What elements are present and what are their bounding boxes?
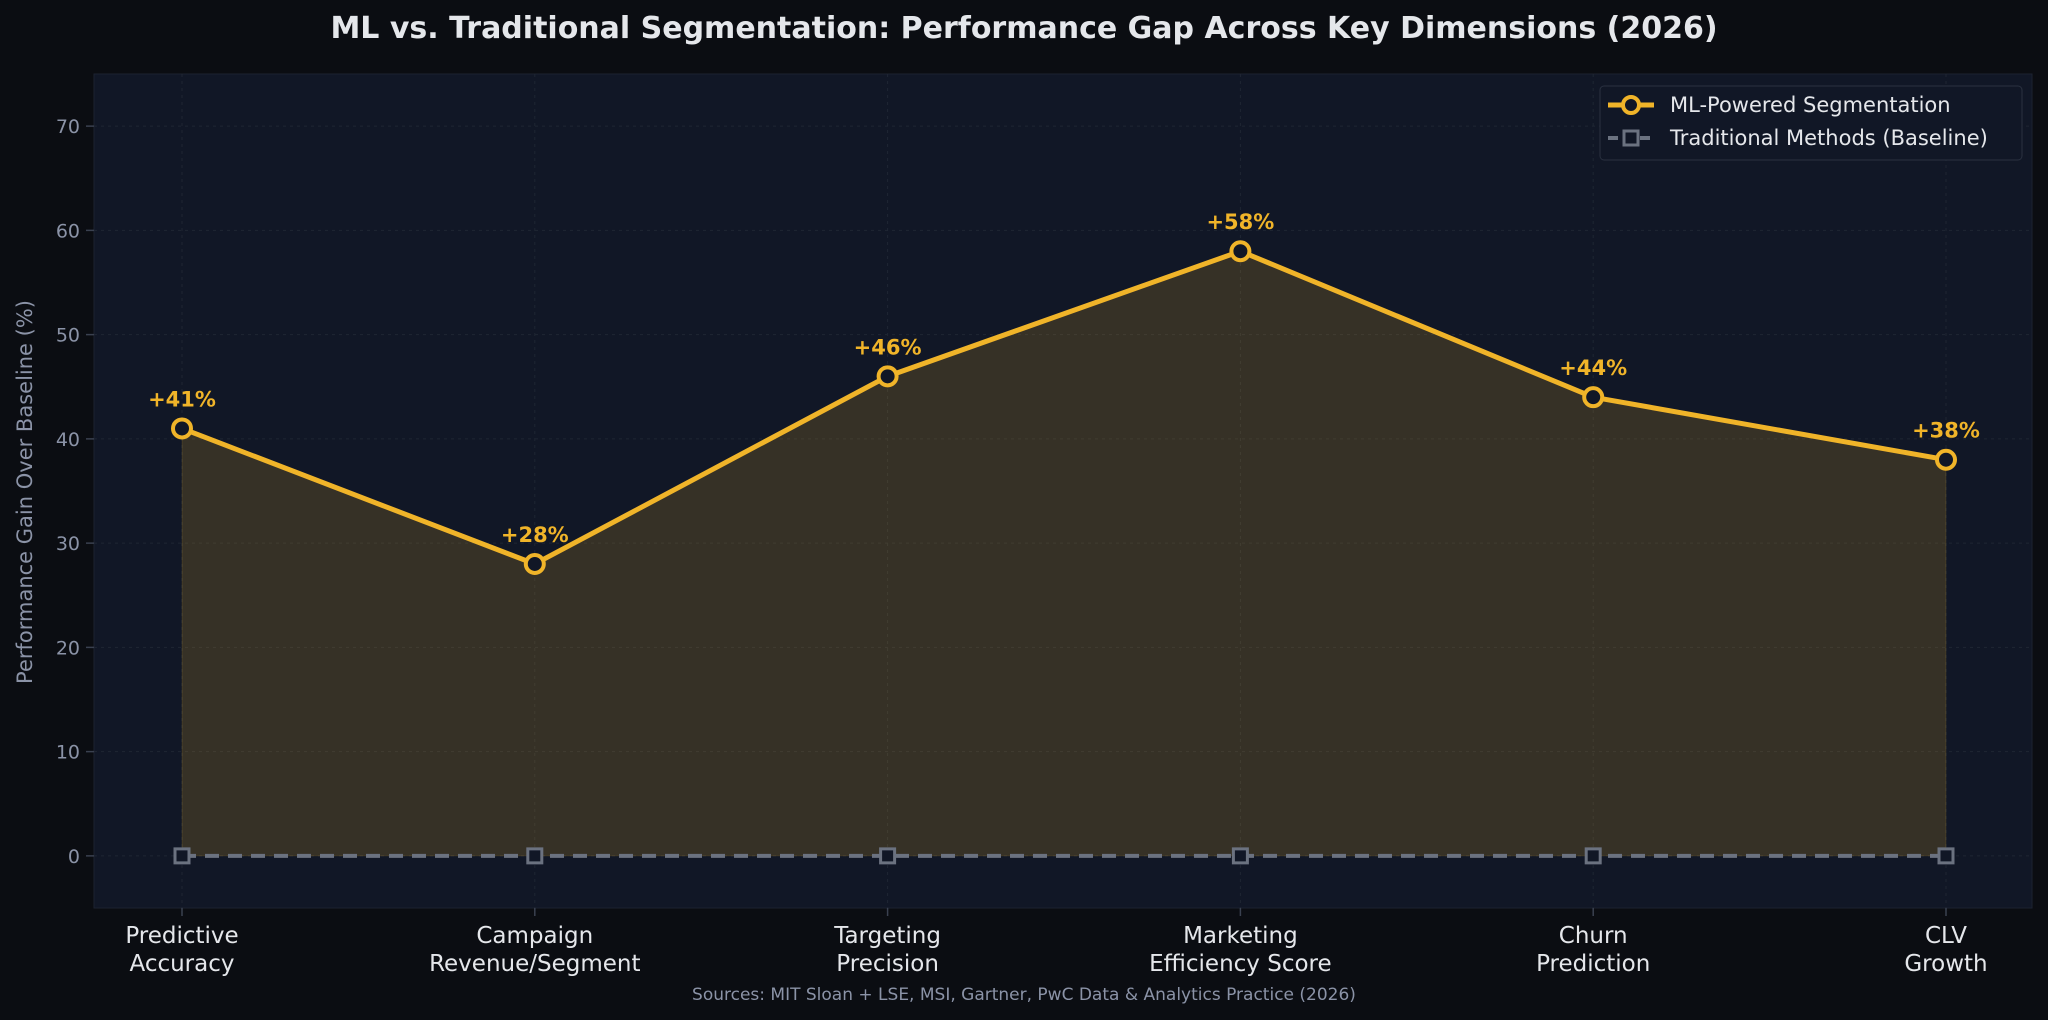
- marker-layer: [171, 240, 1957, 865]
- point-ml: [171, 417, 193, 440]
- x-tick-label: Predictive Accuracy: [125, 923, 238, 977]
- point-ml: [1935, 448, 1957, 471]
- y-tick-label: 60: [56, 220, 80, 242]
- point-baseline: [173, 847, 191, 865]
- y-tick-label: 30: [56, 533, 80, 555]
- x-tick-label: Campaign Revenue/Segment: [429, 923, 640, 977]
- series-layer: [181, 248, 1947, 858]
- point-ml: [523, 552, 546, 575]
- y-tick-label: 20: [56, 637, 80, 659]
- data-label-ml: +58%: [1206, 210, 1274, 234]
- y-tick-label: 40: [56, 429, 80, 451]
- source-note: Sources: MIT Sloan + LSE, MSI, Gartner, …: [692, 985, 1356, 1005]
- point-ml: [1229, 240, 1252, 263]
- x-axis: Predictive Accuracy Campaign Revenue/Segmen…: [125, 908, 1988, 977]
- y-tick-label: 10: [56, 742, 80, 764]
- data-label-ml: +46%: [854, 335, 922, 359]
- y-tick-label: 50: [56, 325, 80, 347]
- y-axis-label: Performance Gain Over Baseline (%): [13, 300, 37, 684]
- legend-label-ml: ML-Powered Segmentation: [1670, 93, 1951, 117]
- x-tick-label: Marketing Efficiency Score: [1149, 923, 1332, 977]
- point-baseline: [1584, 847, 1602, 865]
- data-label-ml: +41%: [148, 387, 216, 411]
- point-ml: [876, 365, 899, 388]
- point-baseline: [1231, 847, 1249, 865]
- x-tick-label: CLV Growth: [1904, 923, 1987, 977]
- plot-area: [93, 73, 2033, 909]
- y-axis: 0 10 20 30 40 50 60 70: [56, 116, 94, 868]
- series-line-ml: [181, 248, 1947, 567]
- legend-marker-ml: [1621, 95, 1641, 115]
- legend-marker-baseline: [1622, 129, 1640, 147]
- point-ml: [1582, 386, 1605, 409]
- chart-title: ML vs. Traditional Segmentation: Perform…: [330, 11, 1717, 46]
- label-layer: +41% +28% +46% +58% +44% +38%: [148, 210, 1980, 547]
- legend: ML-Powered Segmentation Traditional Meth…: [1599, 85, 2023, 161]
- x-tick-label: Targeting Precision: [833, 923, 941, 977]
- y-tick-label: 0: [68, 846, 80, 868]
- legend-label-baseline: Traditional Methods (Baseline): [1669, 126, 1988, 150]
- y-tick-label: 70: [56, 116, 80, 138]
- data-label-ml: +38%: [1912, 419, 1980, 443]
- x-tick-label: Churn Prediction: [1536, 923, 1650, 977]
- legend-box: [1599, 85, 2023, 161]
- point-baseline: [1937, 847, 1955, 865]
- point-baseline: [526, 847, 544, 865]
- data-label-ml: +28%: [501, 523, 569, 547]
- point-baseline: [879, 847, 897, 865]
- data-label-ml: +44%: [1559, 356, 1627, 380]
